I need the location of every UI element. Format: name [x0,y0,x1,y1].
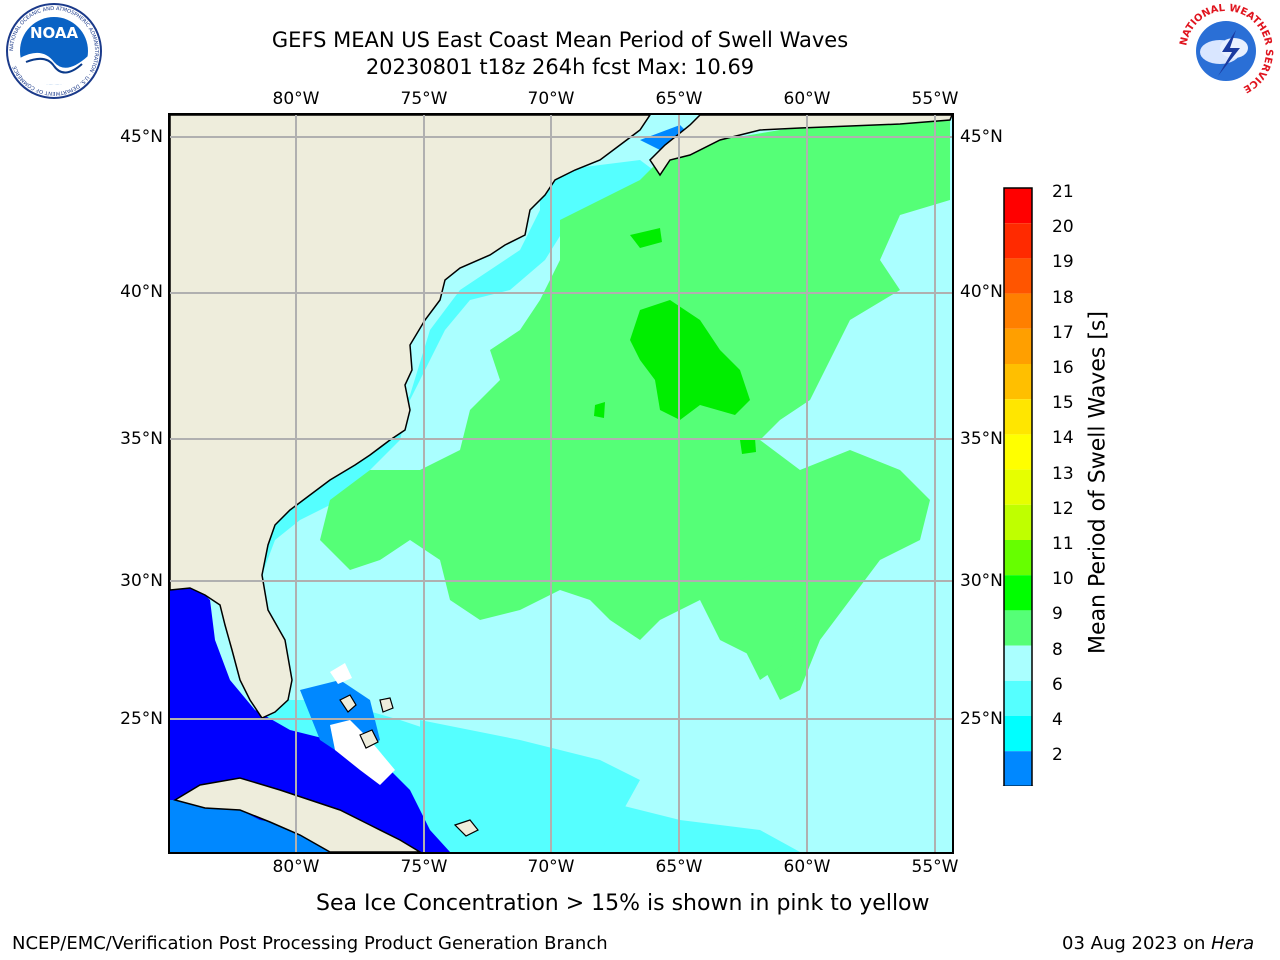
colorbar-tick-label: 6 [1052,674,1063,695]
colorbar-segment [1004,504,1032,540]
lat-label-left: 30°N [120,571,163,591]
land-nova-scotia [649,115,952,177]
lat-label-left: 25°N [120,709,163,729]
colorbar-tick-label: 12 [1052,498,1074,519]
land-hispaniola [453,819,479,837]
colorbar-tick-label: 19 [1052,252,1074,273]
contour-9-10s [320,118,950,700]
colorbar-tick-label: 8 [1052,639,1063,660]
colorbar-tick-label: 14 [1052,428,1074,449]
colorbar-tick-label: 2 [1052,745,1063,766]
footer-credit: NCEP/EMC/Verification Post Processing Pr… [12,933,608,954]
colorbar-segment [1004,751,1032,786]
colorbar-tick-label: 16 [1052,358,1074,378]
lat-label-left: 35°N [120,429,163,449]
colorbar-segment [1004,645,1032,681]
colorbar-segment [1004,293,1032,329]
map-title: GEFS MEAN US East Coast Mean Period of S… [271,28,849,52]
colorbar-segment [1004,469,1032,505]
colorbar-segment [1004,575,1032,611]
lat-label-right: 45°N [960,127,1003,147]
colorbar-frame [1003,187,1033,786]
noaa-logo: NOAA NATIONAL OCEANIC AND ATMOSPHERIC AD… [2,2,106,104]
lat-label-right: 40°N [960,282,1003,302]
swell-period-field [170,115,952,852]
lon-label-bottom: 70°W [527,857,575,877]
colorbar-tick-label: 20 [1052,217,1074,238]
lon-label-bottom: 60°W [783,857,831,877]
colorbar-segment [1004,364,1032,400]
land-north-america [170,115,651,719]
lat-label-right: 25°N [960,709,1003,729]
land-bahamas [339,694,394,749]
no-data-patch [330,663,352,684]
colorbar-segment [1004,716,1032,752]
svg-text:NOAA: NOAA [30,24,79,42]
colorbar-segment [1004,540,1032,576]
land-cuba [173,777,422,852]
colorbar-tick-label: 9 [1052,604,1063,625]
colorbar-tick-label: 4 [1052,710,1063,730]
lat-label-right: 35°N [960,429,1003,449]
lon-label-top: 55°W [911,89,959,109]
colorbar [1000,186,1040,786]
colorbar-segment [1004,223,1032,259]
colorbar-segment [1004,188,1032,224]
lat-label-left: 45°N [120,127,163,147]
contour-10-11s [740,438,756,454]
lon-label-top: 65°W [655,89,703,109]
lon-label-top: 75°W [400,89,448,109]
footer-date-text: 03 Aug 2023 on [1062,933,1212,954]
graticule [170,115,952,852]
contour-9-10s [740,560,800,680]
colorbar-tick-label: 17 [1052,322,1074,343]
lon-label-top: 80°W [272,89,320,109]
lon-label-bottom: 75°W [400,857,448,877]
lat-label-left: 40°N [120,282,163,302]
contour-10-11s [630,228,662,248]
colorbar-segment [1004,680,1032,716]
lon-label-top: 70°W [527,89,575,109]
lon-label-top: 60°W [783,89,831,109]
lon-label-bottom: 65°W [655,857,703,877]
footer-machine: Hera [1211,933,1255,954]
lon-label-bottom: 55°W [911,857,959,877]
colorbar-tick-label: 11 [1052,534,1074,554]
colorbar-segment [1004,399,1032,435]
colorbar-scale [1002,187,1034,786]
footer-date: 03 Aug 2023 on Hera [1062,933,1254,954]
lat-label-right: 30°N [960,571,1003,591]
map-panel [168,113,954,854]
lon-label-bottom: 80°W [272,857,320,877]
contour-10-11s [630,300,750,420]
map-subtitle: 20230801 t18z 264h fcst Max: 10.69 [365,55,755,79]
nws-logo: NATIONAL WEATHER SERVICE [1176,2,1276,104]
colorbar-tick-label: 13 [1052,463,1074,484]
colorbar-tick-label: 15 [1052,393,1074,414]
sea-ice-note: Sea Ice Concentration > 15% is shown in … [316,891,930,916]
colorbar-label: Mean Period of Swell Waves [s] [1085,311,1111,654]
colorbar-tick-label: 21 [1052,182,1074,202]
colorbar-segment [1004,328,1032,364]
colorbar-tick-label: 10 [1052,569,1074,590]
colorbar-tick-label: 18 [1052,287,1074,308]
colorbar-segment [1004,434,1032,470]
contour-6-8s [420,720,640,852]
no-data-patch [330,720,395,785]
colorbar-segment [1004,610,1032,646]
colorbar-segment [1004,258,1032,294]
contour-10-11s [594,402,605,418]
